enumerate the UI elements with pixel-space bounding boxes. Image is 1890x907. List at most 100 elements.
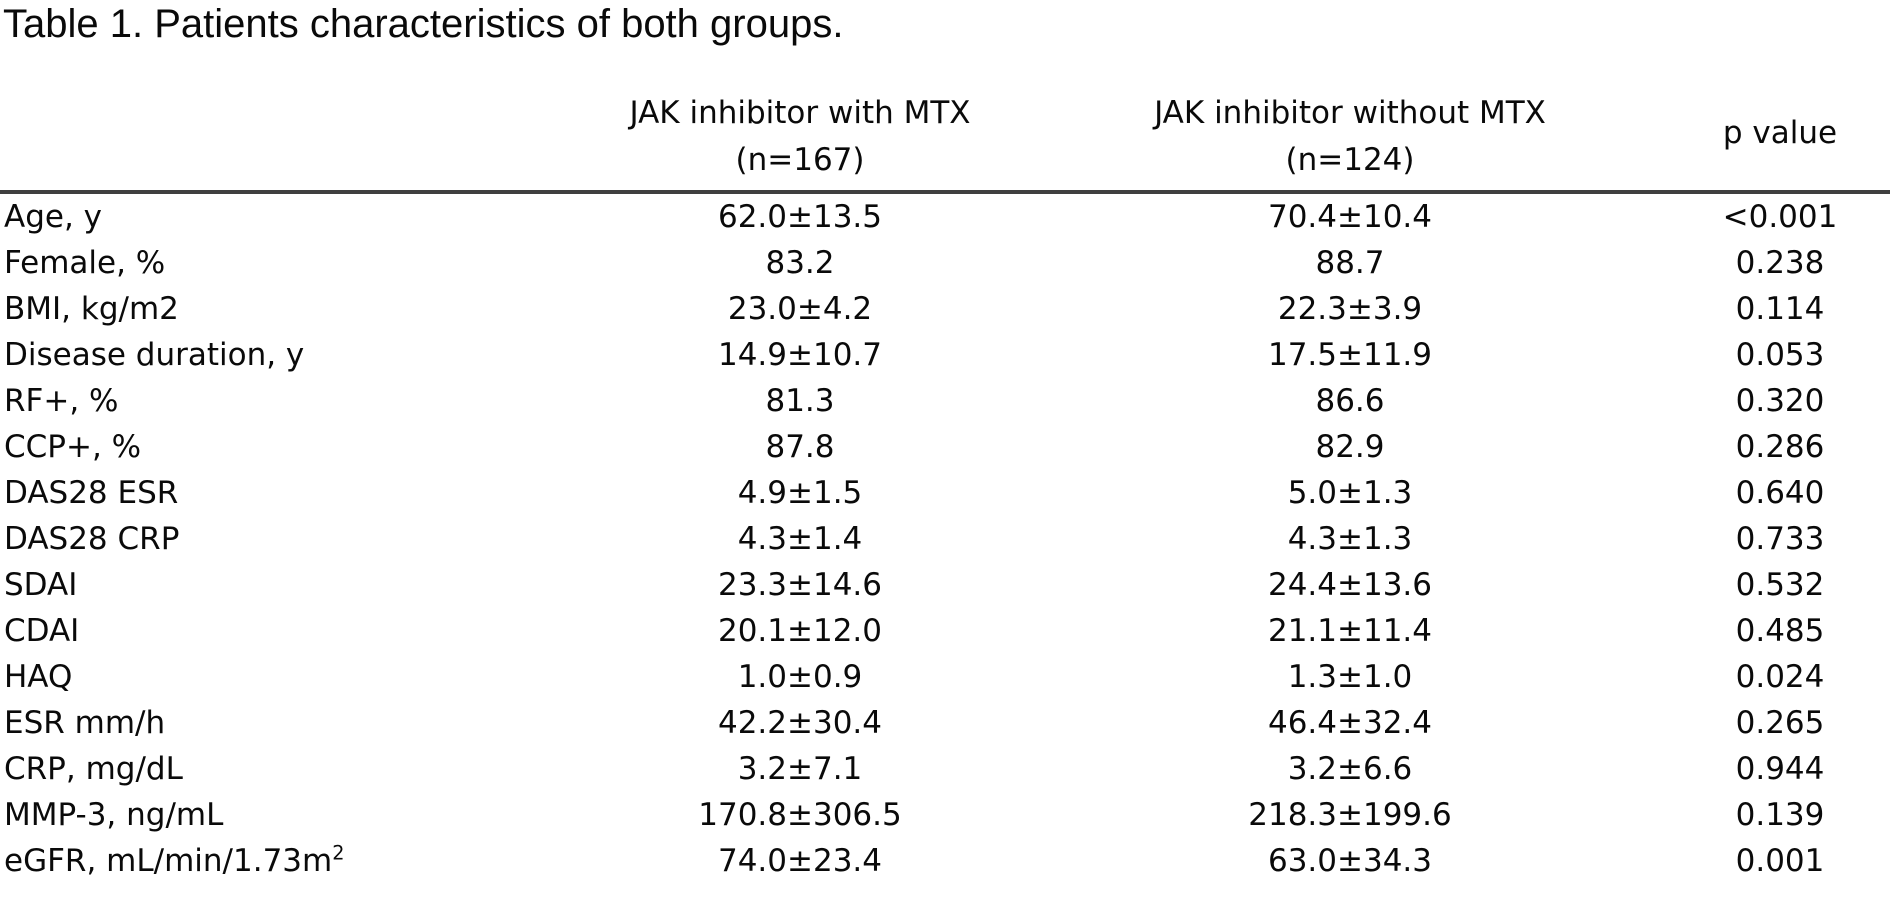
row-label: Female, % <box>0 240 570 286</box>
value-without-mtx: 88.7 <box>1315 245 1385 281</box>
p-value: 0.265 <box>1735 705 1825 741</box>
value-with-mtx: 87.8 <box>765 429 835 465</box>
value-without-mtx: 21.1±11.4 <box>1267 613 1433 649</box>
value-without-mtx: 1.3±1.0 <box>1287 659 1413 695</box>
row-label-text: Female, % <box>4 245 166 281</box>
p-value: 0.532 <box>1735 567 1825 603</box>
col-header-without-mtx-line1: JAK inhibitor without MTX <box>1154 95 1546 131</box>
row-label-sup: 2 <box>332 841 345 865</box>
table-row: Disease duration, y 14.9±10.7 17.5±11.9 … <box>0 332 1890 378</box>
value-without-mtx: 46.4±32.4 <box>1267 705 1433 741</box>
value-with-mtx: 81.3 <box>765 383 835 419</box>
value-with-mtx: 170.8±306.5 <box>698 797 902 833</box>
table-row: Age, y 62.0±13.5 70.4±10.4 <0.001 <box>0 192 1890 240</box>
value-without-mtx: 3.2±6.6 <box>1287 751 1413 787</box>
value-without-mtx: 218.3±199.6 <box>1248 797 1452 833</box>
table-row: CCP+, % 87.8 82.9 0.286 <box>0 424 1890 470</box>
value-with-mtx: 42.2±30.4 <box>717 705 883 741</box>
col-header-without-mtx: JAK inhibitor without MTX (n=124) <box>1030 46 1670 194</box>
p-value: 0.286 <box>1735 429 1825 465</box>
table-row: MMP-3, ng/mL 170.8±306.5 218.3±199.6 0.1… <box>0 792 1890 838</box>
row-label-text: CCP+, % <box>4 429 142 465</box>
row-label: MMP-3, ng/mL <box>0 792 570 838</box>
row-label-text: SDAI <box>4 567 78 603</box>
value-with-mtx: 62.0±13.5 <box>717 199 883 235</box>
row-label-text: DAS28 ESR <box>4 475 179 511</box>
value-without-mtx: 4.3±1.3 <box>1287 521 1413 557</box>
value-with-mtx: 4.3±1.4 <box>737 521 863 557</box>
table-row: CRP, mg/dL 3.2±7.1 3.2±6.6 0.944 <box>0 746 1890 792</box>
value-with-mtx: 74.0±23.4 <box>717 843 883 879</box>
value-without-mtx: 17.5±11.9 <box>1267 337 1433 373</box>
row-label: ESR mm/h <box>0 700 570 746</box>
row-label: CDAI <box>0 608 570 654</box>
row-label: Disease duration, y <box>0 332 570 378</box>
table-row: BMI, kg/m2 23.0±4.2 22.3±3.9 0.114 <box>0 286 1890 332</box>
row-label-text: MMP-3, ng/mL <box>4 797 224 833</box>
value-without-mtx: 22.3±3.9 <box>1277 291 1423 327</box>
table-row: HAQ 1.0±0.9 1.3±1.0 0.024 <box>0 654 1890 700</box>
table-row: DAS28 ESR 4.9±1.5 5.0±1.3 0.640 <box>0 470 1890 516</box>
table-row: SDAI 23.3±14.6 24.4±13.6 0.532 <box>0 562 1890 608</box>
row-label-text: eGFR, mL/min/1.73m <box>4 843 333 879</box>
row-label: HAQ <box>0 654 570 700</box>
row-label: Age, y <box>0 192 570 240</box>
row-label-text: CRP, mg/dL <box>4 751 183 787</box>
col-header-p-value-label: p value <box>1722 115 1838 151</box>
value-with-mtx: 14.9±10.7 <box>717 337 883 373</box>
header-row: JAK inhibitor with MTX (n=167) JAK inhib… <box>0 46 1890 194</box>
row-label-text: Disease duration, y <box>4 337 305 373</box>
characteristics-table: JAK inhibitor with MTX (n=167) JAK inhib… <box>0 46 1890 884</box>
col-header-with-mtx: JAK inhibitor with MTX (n=167) <box>570 46 1030 194</box>
row-label: DAS28 ESR <box>0 470 570 516</box>
value-without-mtx: 5.0±1.3 <box>1287 475 1413 511</box>
row-label: RF+, % <box>0 378 570 424</box>
row-label: BMI, kg/m2 <box>0 286 570 332</box>
p-value: 0.001 <box>1735 843 1825 879</box>
col-header-with-mtx-line2: (n=167) <box>735 142 865 178</box>
row-label-text: Age, y <box>4 199 103 235</box>
row-label-text: BMI, kg/m2 <box>4 291 179 327</box>
p-value: 0.733 <box>1735 521 1825 557</box>
value-without-mtx: 70.4±10.4 <box>1267 199 1433 235</box>
row-label: SDAI <box>0 562 570 608</box>
table-row: RF+, % 81.3 86.6 0.320 <box>0 378 1890 424</box>
table-row: CDAI 20.1±12.0 21.1±11.4 0.485 <box>0 608 1890 654</box>
table-row: ESR mm/h 42.2±30.4 46.4±32.4 0.265 <box>0 700 1890 746</box>
value-without-mtx: 86.6 <box>1315 383 1385 419</box>
value-with-mtx: 83.2 <box>765 245 835 281</box>
row-label-text: CDAI <box>4 613 80 649</box>
table-row: eGFR, mL/min/1.73m2 74.0±23.4 63.0±34.3 … <box>0 838 1890 884</box>
p-value: 0.114 <box>1735 291 1825 327</box>
p-value: 0.485 <box>1735 613 1825 649</box>
value-with-mtx: 3.2±7.1 <box>737 751 863 787</box>
p-value: 0.139 <box>1735 797 1825 833</box>
p-value: 0.024 <box>1735 659 1825 695</box>
row-label-text: ESR mm/h <box>4 705 166 741</box>
col-header-with-mtx-line1: JAK inhibitor with MTX <box>629 95 971 131</box>
value-with-mtx: 4.9±1.5 <box>737 475 863 511</box>
table-row: DAS28 CRP 4.3±1.4 4.3±1.3 0.733 <box>0 516 1890 562</box>
row-label: DAS28 CRP <box>0 516 570 562</box>
value-without-mtx: 82.9 <box>1315 429 1385 465</box>
row-label: eGFR, mL/min/1.73m2 <box>0 838 570 884</box>
p-value: <0.001 <box>1722 199 1838 235</box>
row-label-text: DAS28 CRP <box>4 521 180 557</box>
row-label: CCP+, % <box>0 424 570 470</box>
p-value: 0.944 <box>1735 751 1825 787</box>
value-without-mtx: 24.4±13.6 <box>1267 567 1433 603</box>
value-without-mtx: 63.0±34.3 <box>1267 843 1433 879</box>
value-with-mtx: 1.0±0.9 <box>737 659 863 695</box>
col-header-p-value: p value <box>1670 46 1890 194</box>
value-with-mtx: 23.0±4.2 <box>727 291 873 327</box>
row-label: CRP, mg/dL <box>0 746 570 792</box>
p-value: 0.238 <box>1735 245 1825 281</box>
value-with-mtx: 20.1±12.0 <box>717 613 883 649</box>
p-value: 0.053 <box>1735 337 1825 373</box>
row-label-text: HAQ <box>4 659 73 695</box>
p-value: 0.320 <box>1735 383 1825 419</box>
col-header-without-mtx-line2: (n=124) <box>1285 142 1415 178</box>
page-title: Table 1. Patients characteristics of bot… <box>3 2 844 46</box>
value-with-mtx: 23.3±14.6 <box>717 567 883 603</box>
p-value: 0.640 <box>1735 475 1825 511</box>
